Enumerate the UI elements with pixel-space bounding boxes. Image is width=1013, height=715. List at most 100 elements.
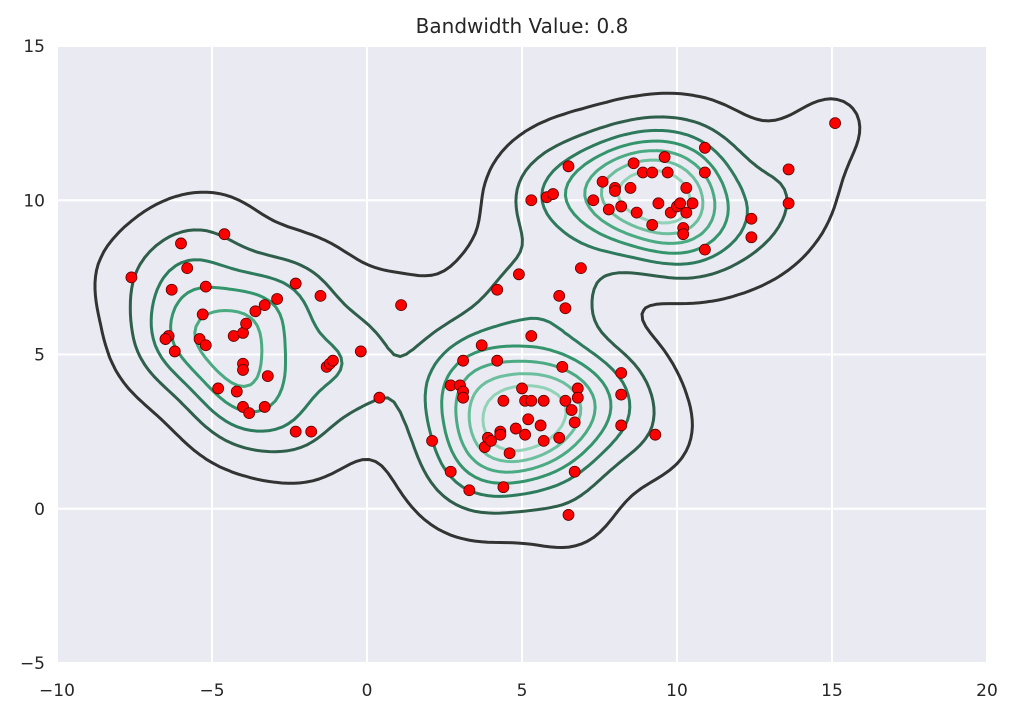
data-point: [602, 203, 615, 216]
contour-level-4: [193, 149, 717, 474]
data-point: [444, 465, 457, 478]
data-point: [575, 262, 587, 275]
data-point: [624, 182, 637, 194]
data-point: [314, 289, 327, 302]
data-point: [699, 166, 711, 179]
data-point: [237, 364, 249, 376]
data-point: [596, 175, 609, 188]
data-point: [475, 339, 488, 352]
x-tick-label: 10: [666, 681, 688, 701]
contour-level-3: [169, 139, 730, 485]
y-tick-label: 0: [34, 500, 45, 520]
data-point: [699, 243, 711, 256]
data-point: [509, 422, 522, 435]
data-point: [562, 509, 575, 521]
data-point: [782, 163, 795, 176]
data-point: [199, 339, 212, 352]
data-point: [513, 268, 525, 281]
data-point: [553, 431, 566, 444]
data-point: [159, 333, 172, 345]
y-tick-label: 15: [23, 37, 45, 57]
data-point: [516, 382, 528, 395]
kde-contours: [93, 91, 862, 549]
data-point: [534, 419, 547, 432]
data-point: [426, 434, 439, 447]
data-point: [196, 308, 209, 321]
contour-level-0: [93, 91, 862, 549]
data-point: [165, 283, 178, 296]
data-point: [199, 280, 212, 293]
data-point: [168, 345, 181, 358]
data-point: [175, 237, 187, 250]
data-point: [568, 416, 581, 429]
x-tick-label: −5: [199, 681, 224, 701]
x-tick-label: 5: [517, 681, 528, 701]
data-point: [218, 228, 231, 241]
data-point: [497, 394, 510, 407]
data-point: [537, 394, 550, 407]
data-point: [615, 419, 628, 432]
data-point: [249, 305, 262, 318]
data-point: [609, 185, 621, 197]
x-tick-label: −10: [39, 681, 75, 701]
data-point: [559, 394, 572, 407]
data-point: [782, 197, 795, 210]
data-point: [686, 197, 699, 210]
data-point: [587, 194, 600, 207]
data-point: [562, 160, 575, 173]
data-point: [680, 206, 693, 219]
data-point: [326, 354, 339, 367]
data-point: [537, 434, 550, 447]
data-point: [745, 212, 758, 225]
data-point: [463, 484, 476, 497]
data-point: [395, 299, 408, 312]
grid-lines: [56, 45, 988, 664]
data-point: [522, 413, 535, 426]
data-point: [553, 289, 566, 302]
data-point: [354, 345, 367, 358]
data-point: [547, 188, 559, 200]
data-point: [503, 447, 516, 460]
data-point: [261, 370, 274, 382]
data-point: [661, 166, 674, 179]
data-point: [556, 360, 569, 373]
x-tick-label: 20: [976, 681, 998, 701]
contour-level-2: [149, 128, 749, 498]
x-tick-label: 15: [821, 681, 843, 701]
data-point: [125, 271, 138, 284]
data-point: [680, 182, 693, 194]
y-tick-label: 10: [23, 191, 45, 211]
y-tick-label: 5: [34, 346, 45, 366]
data-point: [615, 388, 628, 401]
data-point: [485, 434, 497, 447]
data-point: [615, 367, 628, 379]
data-point: [658, 151, 671, 163]
data-point: [258, 299, 271, 312]
data-point: [491, 354, 504, 367]
data-points: [125, 117, 841, 521]
data-point: [649, 428, 662, 441]
data-point: [745, 231, 758, 244]
data-point: [494, 428, 507, 441]
data-point: [630, 206, 643, 219]
x-tick-label: 0: [362, 681, 373, 701]
data-point: [652, 197, 665, 210]
data-point: [230, 385, 243, 398]
data-point: [627, 157, 640, 170]
data-point: [674, 197, 686, 210]
data-point: [525, 194, 538, 207]
data-point: [559, 302, 572, 315]
axis-ticks: −10 −5 0 5 10 15 20 −5 0 5 10 15: [20, 37, 998, 701]
data-point: [373, 391, 386, 404]
data-point: [677, 228, 690, 241]
data-point: [571, 391, 584, 404]
data-point: [525, 394, 538, 407]
data-point: [258, 401, 271, 413]
data-point: [457, 354, 470, 367]
data-point: [491, 283, 504, 296]
y-tick-label: −5: [20, 654, 45, 674]
data-point: [289, 425, 302, 438]
data-point: [181, 262, 194, 275]
chart-title: Bandwidth Value: 0.8: [416, 14, 629, 38]
